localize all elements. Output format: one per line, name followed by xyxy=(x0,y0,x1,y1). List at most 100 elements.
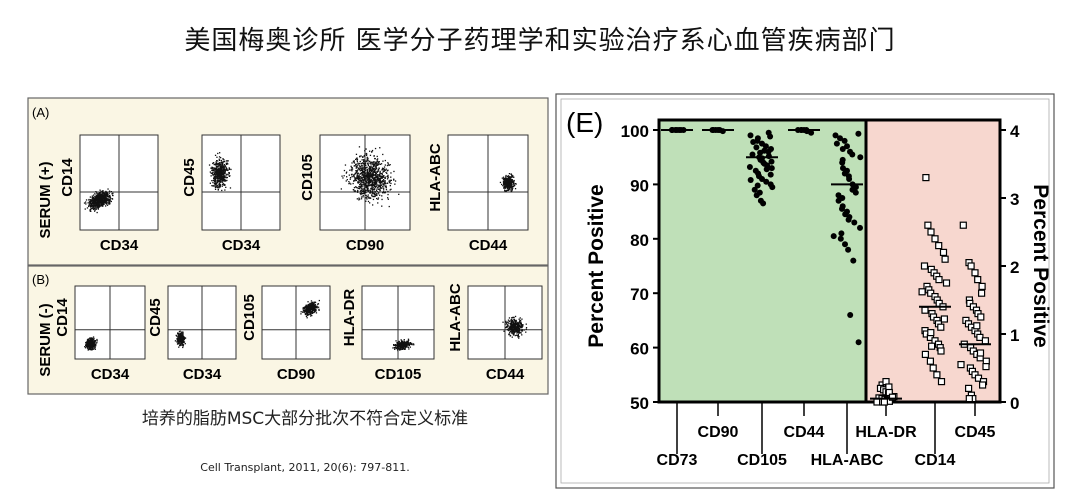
event-dot xyxy=(90,337,93,339)
event-dot xyxy=(99,197,101,199)
event-dot xyxy=(313,308,315,310)
event-dot xyxy=(365,197,368,199)
event-dot xyxy=(368,177,370,179)
event-dot xyxy=(512,316,514,318)
event-dot xyxy=(353,176,355,178)
event-dot xyxy=(384,176,386,178)
facs-xlabel: CD105 xyxy=(375,366,422,383)
event-dot xyxy=(216,168,218,170)
event-dot xyxy=(357,162,359,164)
event-dot xyxy=(504,178,506,181)
event-dot xyxy=(406,345,408,347)
event-dot xyxy=(376,160,379,162)
event-dot xyxy=(360,179,362,181)
x-category-label: HLA-DR xyxy=(855,424,917,441)
event-dot xyxy=(519,322,521,324)
event-dot xyxy=(227,160,229,162)
event-dot xyxy=(372,179,375,181)
event-dot xyxy=(377,184,379,186)
event-dot xyxy=(100,194,102,196)
event-dot xyxy=(315,312,318,314)
event-dot xyxy=(83,202,86,204)
event-dot xyxy=(381,198,383,201)
event-dot xyxy=(316,305,318,307)
event-dot xyxy=(511,174,513,176)
event-dot xyxy=(368,181,370,183)
event-dot xyxy=(92,196,95,198)
event-dot xyxy=(350,165,352,167)
event-dot xyxy=(363,179,365,181)
event-dot xyxy=(390,182,392,185)
event-dot xyxy=(91,199,93,202)
citation: Cell Transplant, 2011, 20(6): 797-811. xyxy=(200,461,410,474)
event-dot xyxy=(315,309,317,311)
event-dot xyxy=(379,179,382,182)
event-dot xyxy=(360,155,362,157)
event-dot xyxy=(518,328,521,330)
event-dot xyxy=(373,161,375,163)
event-dot xyxy=(374,167,376,170)
event-dot xyxy=(413,344,415,346)
event-dot xyxy=(222,165,225,167)
event-dot xyxy=(369,189,371,191)
event-dot xyxy=(355,179,358,182)
event-dot xyxy=(342,177,344,179)
event-dot xyxy=(214,164,216,166)
event-dot xyxy=(102,195,104,197)
event-dot xyxy=(365,148,367,150)
event-dot xyxy=(507,175,510,177)
event-dot xyxy=(224,169,226,171)
event-dot xyxy=(369,167,371,169)
event-dot xyxy=(212,162,214,165)
event-dot xyxy=(365,180,367,183)
facs-xlabel: CD44 xyxy=(486,366,525,383)
event-dot xyxy=(88,203,91,205)
event-dot xyxy=(366,180,368,182)
event-dot xyxy=(223,176,225,178)
event-dot xyxy=(91,202,93,204)
event-dot xyxy=(382,175,384,177)
event-dot xyxy=(506,326,508,328)
x-category-label: CD90 xyxy=(698,424,739,441)
data-point xyxy=(830,233,837,240)
event-dot xyxy=(214,186,217,189)
event-dot xyxy=(515,183,517,185)
event-dot xyxy=(86,345,88,348)
data-point xyxy=(769,184,776,191)
event-dot xyxy=(359,190,362,192)
event-dot xyxy=(217,160,219,162)
event-dot xyxy=(211,166,213,168)
event-dot xyxy=(224,172,226,174)
event-dot xyxy=(393,170,395,173)
event-dot xyxy=(351,168,354,170)
event-dot xyxy=(508,180,510,182)
event-dot xyxy=(379,184,381,186)
series-cd14 xyxy=(918,174,951,386)
event-dot xyxy=(180,342,182,344)
green-region xyxy=(659,120,866,402)
event-dot xyxy=(107,194,109,196)
event-dot xyxy=(110,200,112,203)
event-dot xyxy=(393,344,395,346)
event-dot xyxy=(311,314,313,317)
event-dot xyxy=(218,156,221,158)
event-dot xyxy=(310,315,312,317)
event-dot xyxy=(360,176,362,178)
event-dot xyxy=(94,208,96,210)
event-dot xyxy=(509,335,511,337)
event-dot xyxy=(370,174,373,176)
event-dot xyxy=(384,164,386,166)
data-point xyxy=(756,189,763,196)
event-dot xyxy=(378,179,380,181)
data-point xyxy=(940,315,949,323)
event-dot xyxy=(401,348,403,350)
event-dot xyxy=(313,304,315,306)
event-dot xyxy=(366,189,368,191)
event-dot xyxy=(218,180,220,183)
event-dot xyxy=(225,168,227,170)
event-dot xyxy=(366,159,368,161)
event-dot xyxy=(310,303,312,305)
event-dot xyxy=(184,343,186,345)
event-dot xyxy=(86,207,89,209)
event-dot xyxy=(517,321,519,323)
